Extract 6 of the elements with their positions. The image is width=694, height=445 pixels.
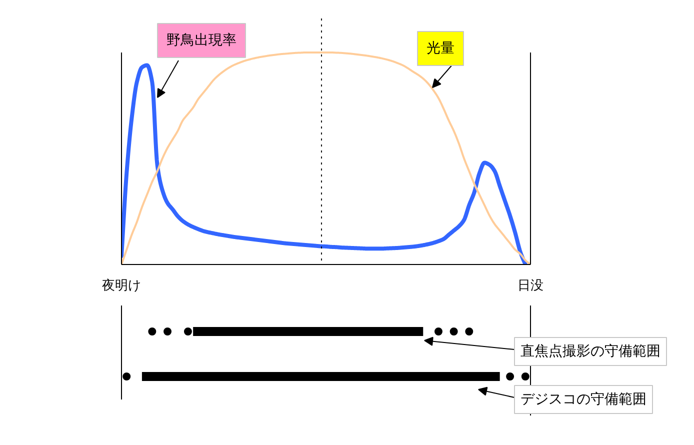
- x-tick-label: 夜明け: [102, 278, 141, 294]
- legend-label: デジスコの守備範囲: [520, 392, 646, 408]
- series-label: 野鳥出現率: [166, 32, 236, 48]
- x-tick-label: 日没: [518, 278, 544, 294]
- text: 直焦点撮影の守備範囲: [520, 344, 660, 360]
- series-label: 光量: [426, 40, 454, 56]
